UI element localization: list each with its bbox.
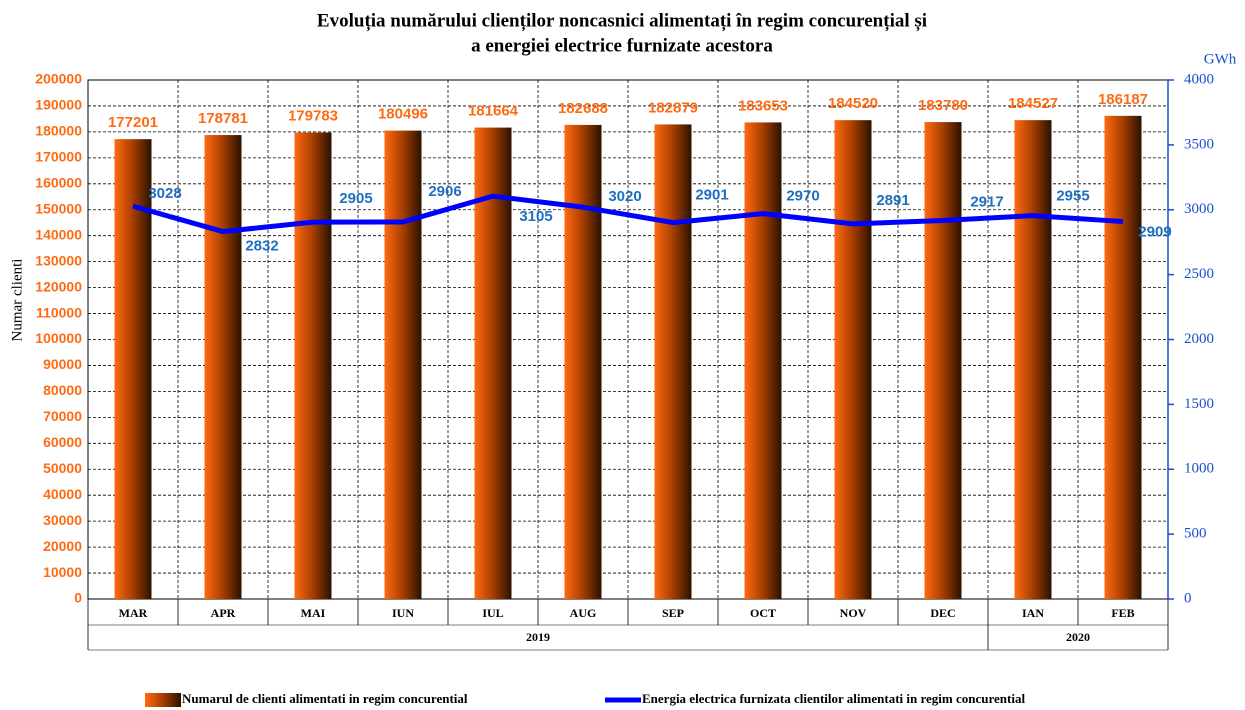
bar-value-label: 186187 bbox=[1098, 91, 1148, 108]
line bbox=[132, 193, 1124, 235]
bar bbox=[384, 130, 422, 599]
bar bbox=[924, 122, 962, 600]
line-value-label: 2906 bbox=[428, 183, 461, 200]
bar bbox=[204, 135, 242, 600]
legend-label: Numarul de clienti alimentati in regim c… bbox=[182, 691, 468, 706]
y2-tick-label: 3500 bbox=[1184, 136, 1214, 152]
bar bbox=[114, 139, 152, 600]
x-tick-label: IUL bbox=[482, 606, 503, 620]
x-tick-label: MAR bbox=[119, 606, 148, 620]
line-value-label: 2832 bbox=[245, 238, 278, 255]
year-label: 2019 bbox=[526, 630, 550, 644]
bar-value-label: 179783 bbox=[288, 107, 338, 124]
line-value-label: 2955 bbox=[1056, 188, 1089, 205]
y-tick-label: 0 bbox=[74, 590, 82, 606]
y2-tick-label: 2500 bbox=[1184, 266, 1214, 282]
line-value-label: 2901 bbox=[695, 187, 728, 204]
x-tick-label: MAI bbox=[301, 606, 326, 620]
bar-value-label: 181664 bbox=[468, 103, 519, 120]
y-tick-label: 140000 bbox=[35, 226, 82, 242]
line-value-label: 2917 bbox=[970, 193, 1003, 210]
y-tick-label: 190000 bbox=[35, 97, 82, 113]
line-value-label: 2905 bbox=[339, 190, 372, 207]
y2-tick-label: 1000 bbox=[1184, 461, 1214, 477]
bar bbox=[1104, 115, 1142, 600]
y-axis-label: Numar clienti bbox=[9, 259, 25, 342]
x-tick-label: NOV bbox=[840, 606, 867, 620]
x-tick-label: IAN bbox=[1022, 606, 1044, 620]
bar-value-label: 183653 bbox=[738, 97, 788, 114]
line-value-label: 3020 bbox=[608, 188, 641, 205]
y2-tick-label: 1500 bbox=[1184, 396, 1214, 412]
y-tick-label: 160000 bbox=[35, 175, 82, 191]
x-tick-label: SEP bbox=[662, 606, 684, 620]
y-tick-label: 100000 bbox=[35, 330, 82, 346]
y-tick-label: 130000 bbox=[35, 252, 82, 268]
x-tick-label: APR bbox=[211, 606, 236, 620]
x-tick-label: IUN bbox=[392, 606, 414, 620]
y2-tick-label: 0 bbox=[1184, 590, 1192, 606]
bar-value-label: 180496 bbox=[378, 106, 428, 123]
legend-label: Energia electrica furnizata clientilor a… bbox=[642, 691, 1025, 706]
y-tick-label: 80000 bbox=[43, 382, 82, 398]
x-tick-label: FEB bbox=[1111, 606, 1134, 620]
x-tick-label: OCT bbox=[750, 606, 776, 620]
line-value-label: 2891 bbox=[876, 192, 909, 209]
y-tick-label: 30000 bbox=[43, 512, 82, 528]
y2-tick-label: 3000 bbox=[1184, 201, 1214, 217]
bar-value-label: 184527 bbox=[1008, 95, 1058, 112]
line-value-label: 2970 bbox=[786, 188, 819, 205]
y-tick-label: 120000 bbox=[35, 278, 82, 294]
y2-axis-label: GWh bbox=[1204, 51, 1237, 67]
bar bbox=[744, 122, 782, 599]
y2-tick-label: 2000 bbox=[1184, 331, 1214, 347]
chart-title: a energiei electrice furnizate acestora bbox=[471, 35, 773, 56]
y2-tick-label: 500 bbox=[1184, 526, 1207, 542]
line-value-label: 3028 bbox=[148, 185, 181, 202]
y-tick-label: 40000 bbox=[43, 486, 82, 502]
y-tick-label: 90000 bbox=[43, 356, 82, 372]
bar bbox=[834, 120, 872, 600]
year-label: 2020 bbox=[1066, 630, 1090, 644]
bar bbox=[474, 127, 512, 600]
y-tick-label: 10000 bbox=[43, 564, 82, 580]
bar-value-label: 184520 bbox=[828, 95, 878, 112]
y-tick-label: 50000 bbox=[43, 460, 82, 476]
y-tick-label: 70000 bbox=[43, 408, 82, 424]
legend-swatch bbox=[145, 693, 181, 707]
y-tick-label: 150000 bbox=[35, 200, 82, 216]
bar-value-label: 177201 bbox=[108, 114, 158, 131]
y-tick-label: 170000 bbox=[35, 149, 82, 165]
bar bbox=[294, 132, 332, 599]
line-value-label: 2909 bbox=[1138, 224, 1171, 241]
bar bbox=[654, 124, 692, 600]
bar bbox=[1014, 120, 1052, 599]
y2-tick-label: 4000 bbox=[1184, 71, 1214, 87]
x-tick-label: DEC bbox=[930, 606, 955, 620]
bar-value-label: 183780 bbox=[918, 97, 968, 114]
line-value-label: 3105 bbox=[519, 208, 552, 225]
chart-title: Evoluția numărului clienților noncasnici… bbox=[317, 10, 927, 31]
y-tick-label: 200000 bbox=[35, 71, 82, 87]
bar-value-label: 178781 bbox=[198, 110, 248, 127]
bar bbox=[564, 124, 602, 600]
y-tick-label: 20000 bbox=[43, 538, 82, 554]
x-tick-label: AUG bbox=[570, 606, 597, 620]
bar-value-label: 182879 bbox=[648, 99, 698, 116]
y-tick-label: 60000 bbox=[43, 434, 82, 450]
bar-value-label: 182688 bbox=[558, 100, 608, 117]
y-tick-label: 180000 bbox=[35, 123, 82, 139]
y-tick-label: 110000 bbox=[36, 304, 82, 320]
